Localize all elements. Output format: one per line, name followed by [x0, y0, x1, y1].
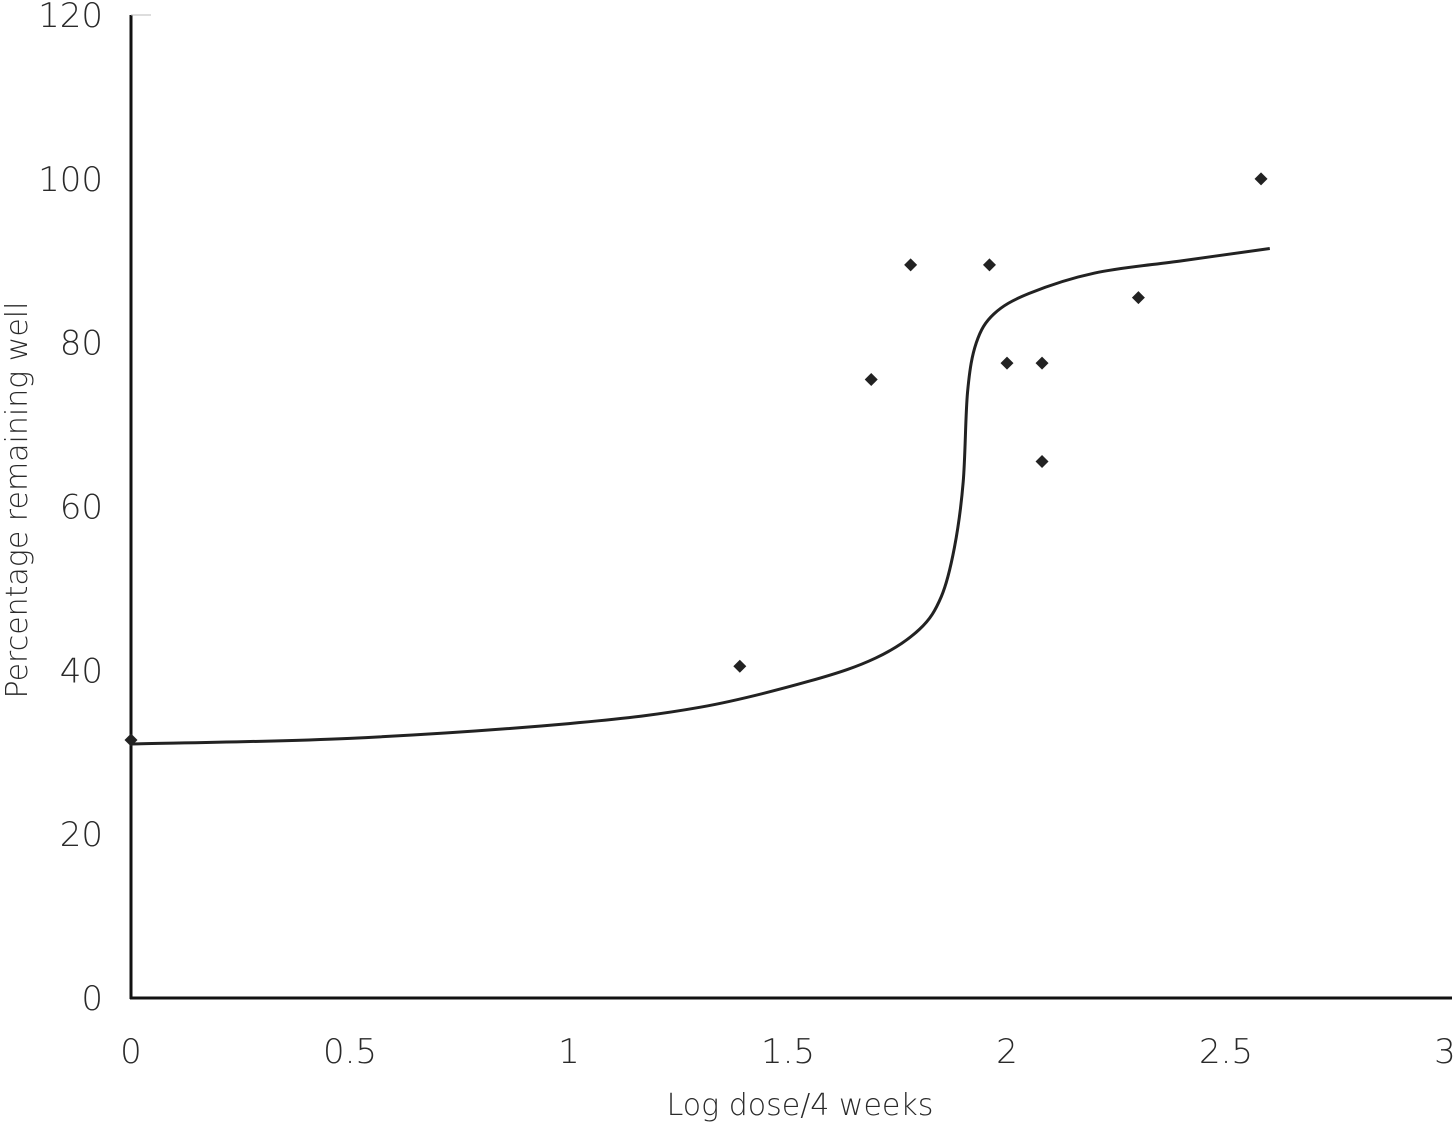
y-tick-label: 100 [38, 160, 103, 200]
x-axis-label: Log dose/4 weeks [667, 1088, 934, 1123]
y-tick-label: 80 [60, 324, 103, 364]
data-point [982, 258, 996, 272]
series-layer [124, 172, 1271, 747]
x-tick-label: 2 [996, 1032, 1018, 1072]
data-point [1131, 291, 1145, 305]
x-tick-label: 0 [120, 1032, 142, 1072]
y-tick-label: 40 [60, 651, 103, 691]
data-point [864, 373, 878, 387]
data-point [733, 659, 747, 673]
data-point [1000, 356, 1014, 370]
y-tick-labels: 0 20 40 60 80 100 120 [38, 0, 103, 1019]
x-tick-label: 1.5 [761, 1032, 815, 1072]
y-tick-label: 20 [60, 815, 103, 855]
y-axis-label: Percentage remaining well [0, 302, 35, 699]
x-tick-label: 3 [1434, 1032, 1455, 1072]
y-tick-label: 120 [38, 0, 103, 36]
x-tick-labels: 0 0.5 1 1.5 2 2.5 3 [120, 1032, 1455, 1072]
axes [129, 14, 1452, 1000]
data-point [1035, 356, 1049, 370]
x-tick-label: 0.5 [323, 1032, 377, 1072]
data-point [1035, 454, 1049, 468]
fitted-curve [130, 246, 1271, 746]
y-tick-label: 0 [81, 979, 103, 1019]
x-tick-label: 2.5 [1199, 1032, 1253, 1072]
data-point [1254, 172, 1268, 186]
data-point [904, 258, 918, 272]
x-tick-label: 1 [558, 1032, 580, 1072]
y-tick-label: 60 [60, 488, 103, 528]
